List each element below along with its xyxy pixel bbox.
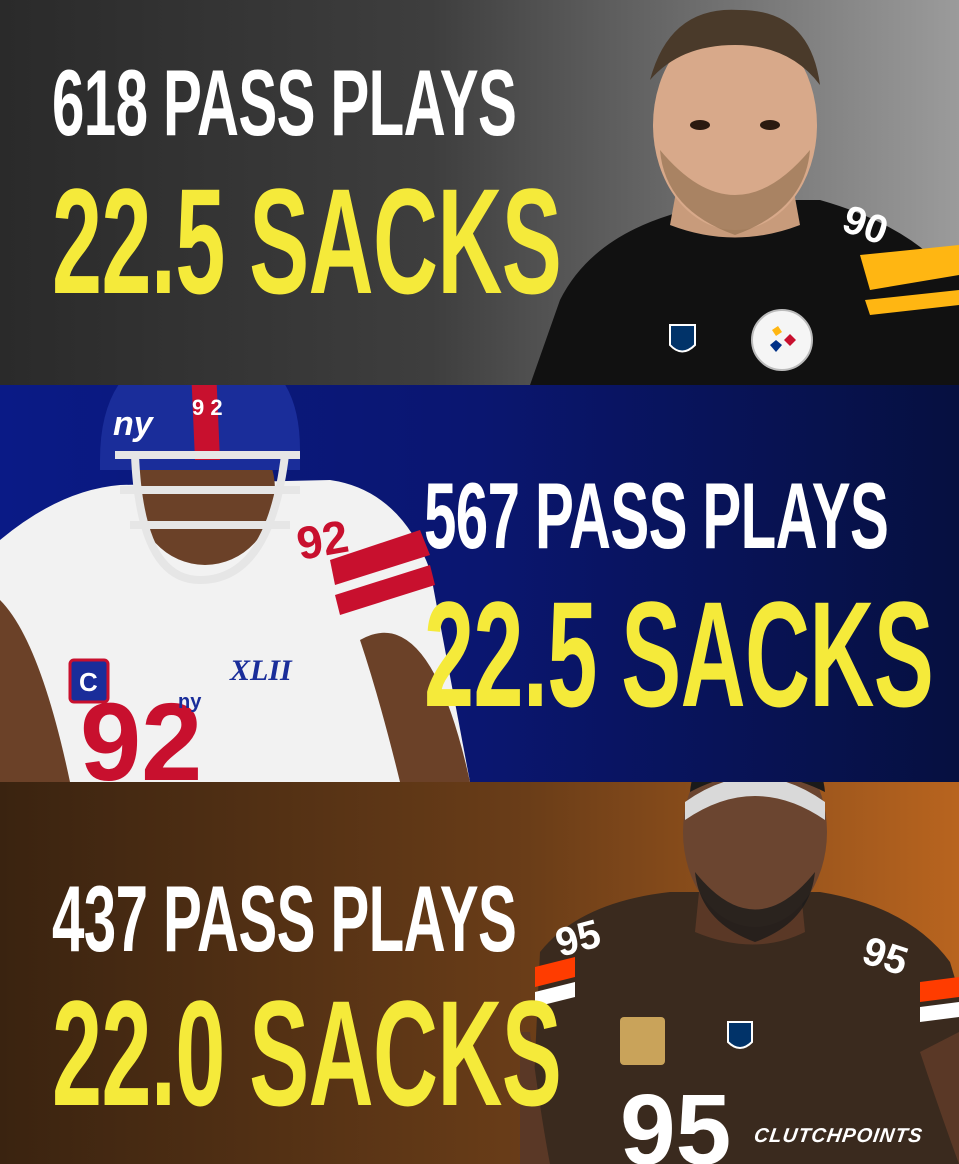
player-panel-1: 90 618 PASS PLAYS 22.5 SACKS: [0, 0, 959, 385]
svg-text:ny: ny: [178, 691, 202, 713]
player-photo-1: 90: [530, 9, 959, 385]
player-panel-3: 95 95 95 437 PASS PLAYS 22.0 SACKS CLUTC…: [0, 782, 959, 1164]
svg-text:C: C: [79, 667, 98, 697]
pass-plays-stat-2: 567 PASS PLAYS: [424, 463, 889, 568]
player-panel-2: ny 9 2 92 92 C XLII ny 567 PASS PLAYS 22…: [0, 385, 959, 782]
player-photo-2: ny 9 2 92 92 C XLII ny: [0, 385, 470, 782]
sacks-stat-1: 22.5 SACKS: [52, 157, 562, 325]
svg-text:9 2: 9 2: [192, 395, 223, 420]
sacks-stat-2: 22.5 SACKS: [424, 570, 934, 738]
pass-plays-stat-3: 437 PASS PLAYS: [52, 866, 517, 971]
svg-text:ny: ny: [113, 405, 155, 443]
player-photo-3: 95 95 95: [520, 782, 959, 1164]
pass-plays-stat-1: 618 PASS PLAYS: [52, 50, 517, 155]
svg-text:95: 95: [620, 1074, 731, 1164]
svg-text:92: 92: [293, 510, 352, 570]
sacks-stat-3: 22.0 SACKS: [52, 969, 562, 1137]
svg-text:XLII: XLII: [229, 654, 293, 687]
clutchpoints-logo: CLUTCHPOINTS: [752, 1125, 925, 1147]
